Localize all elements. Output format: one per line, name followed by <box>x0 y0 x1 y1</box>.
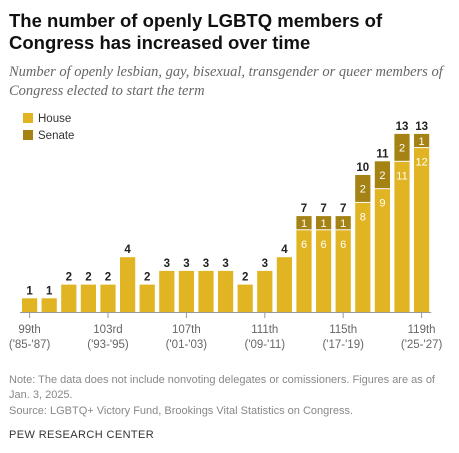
data-label-house-115th: 6 <box>340 239 346 251</box>
x-tick-sublabel-119th: ('25-'27) <box>401 339 443 351</box>
bar-senate-115th <box>335 216 351 230</box>
bar-house-118th <box>394 161 410 312</box>
x-tick-sublabel-103rd: ('93-'95) <box>87 339 129 351</box>
bar-senate-118th <box>394 133 410 162</box>
bar-house-117th <box>374 188 390 312</box>
pew-research-center-logo: PEW RESEARCH CENTER <box>9 429 155 441</box>
data-label-total-108th: 3 <box>203 258 209 270</box>
data-label-total-103rd: 2 <box>105 272 111 284</box>
data-label-senate-115th: 1 <box>340 218 346 230</box>
bar-house-113th <box>296 229 312 312</box>
data-label-senate-114th: 1 <box>321 218 327 230</box>
x-tick-label-111th: 111th <box>251 324 278 336</box>
legend-label-senate: Senate <box>38 130 74 142</box>
bar-house-116th <box>355 202 371 312</box>
x-tick-sublabel-99th: ('85-'87) <box>9 339 51 351</box>
x-tick-label-99th: 99th <box>18 324 40 336</box>
data-label-senate-113th: 1 <box>301 218 307 230</box>
bar-senate-117th <box>374 161 390 189</box>
x-tick-sublabel-107th: ('01-'03) <box>166 339 208 351</box>
data-label-total-102nd: 2 <box>85 272 91 284</box>
data-label-total-115th: 7 <box>340 203 346 215</box>
data-label-total-110th: 2 <box>242 272 248 284</box>
data-label-house-119th: 12 <box>415 157 427 169</box>
data-label-total-116th: 10 <box>356 162 369 174</box>
bar-house-115th <box>335 229 351 312</box>
chart-title: The number of openly LGBTQ members of Co… <box>9 10 383 53</box>
data-label-senate-116th: 2 <box>360 184 366 196</box>
bar-house-102nd <box>80 284 96 312</box>
x-tick-label-107th: 107th <box>172 324 201 336</box>
data-label-house-113th: 6 <box>301 239 307 251</box>
legend-swatch-senate <box>23 130 33 140</box>
data-label-senate-117th: 2 <box>379 170 385 182</box>
chart-source: Source: LGBTQ+ Victory Fund, Brookings V… <box>9 405 354 417</box>
bar-house-99th <box>22 298 38 312</box>
bar-house-110th <box>237 284 253 312</box>
data-label-senate-118th: 2 <box>399 143 405 155</box>
bar-senate-116th <box>355 175 371 203</box>
bar-senate-114th <box>316 216 332 230</box>
data-label-total-118th: 13 <box>396 121 409 133</box>
data-label-total-100th: 1 <box>46 285 53 297</box>
bar-senate-119th <box>414 133 430 148</box>
data-label-total-109th: 3 <box>222 258 228 270</box>
data-label-total-105th: 2 <box>144 272 150 284</box>
data-label-total-111th: 3 <box>262 258 268 270</box>
bar-house-119th <box>414 147 430 312</box>
data-label-total-114th: 7 <box>320 203 326 215</box>
x-tick-sublabel-115th: ('17-'19) <box>322 339 364 351</box>
bar-house-104th <box>120 257 136 312</box>
data-label-total-113th: 7 <box>301 203 307 215</box>
data-label-total-104th: 4 <box>124 244 131 256</box>
legend-swatch-house <box>23 113 33 123</box>
x-tick-label-119th: 119th <box>408 324 436 336</box>
bar-senate-113th <box>296 216 312 230</box>
data-label-house-116th: 8 <box>360 211 366 223</box>
bar-house-103rd <box>100 284 116 312</box>
x-tick-label-103rd: 103rd <box>93 324 122 336</box>
chart-note: Note: The data does not include nonvotin… <box>9 374 435 401</box>
data-label-house-118th: 11 <box>396 170 407 182</box>
chart-subtitle: Number of openly lesbian, gay, bisexual,… <box>9 64 443 99</box>
data-label-total-112th: 4 <box>281 244 288 256</box>
data-label-total-106th: 3 <box>164 258 170 270</box>
data-label-senate-119th: 1 <box>419 136 425 148</box>
bar-house-100th <box>41 298 57 312</box>
bar-house-114th <box>316 229 332 312</box>
bar-house-111th <box>257 270 273 312</box>
bar-house-101st <box>61 284 77 312</box>
data-label-total-119th: 13 <box>415 121 428 133</box>
x-tick-sublabel-111th: ('09-'11) <box>244 339 285 351</box>
bar-house-112th <box>276 257 292 312</box>
legend-label-house: House <box>38 113 71 125</box>
data-label-total-101st: 2 <box>66 272 72 284</box>
data-label-house-114th: 6 <box>321 239 327 251</box>
x-tick-label-115th: 115th <box>329 324 357 336</box>
data-label-total-107th: 3 <box>183 258 189 270</box>
bar-house-107th <box>178 270 194 312</box>
bar-house-109th <box>218 270 234 312</box>
data-label-house-117th: 9 <box>379 198 385 210</box>
bar-house-105th <box>139 284 155 312</box>
data-label-total-99th: 1 <box>26 285 33 297</box>
bar-house-108th <box>198 270 214 312</box>
bar-house-106th <box>159 270 175 312</box>
data-label-total-117th: 11 <box>376 148 389 160</box>
